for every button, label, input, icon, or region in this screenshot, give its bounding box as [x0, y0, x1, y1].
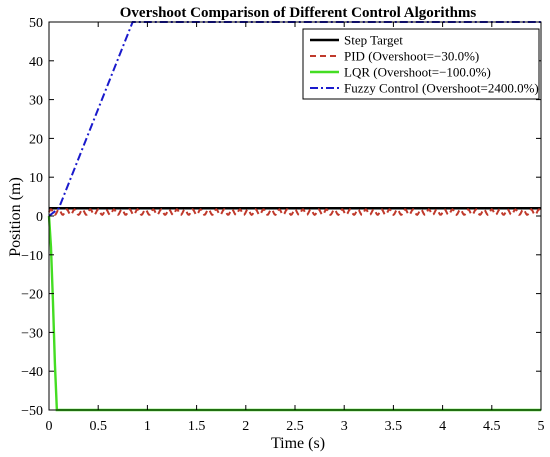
x-tick-label: 3.5 — [385, 419, 403, 434]
x-tick-label: 3 — [341, 419, 348, 434]
legend-label-1: PID (Overshoot=−30.0%) — [344, 49, 479, 64]
y-tick-label: −10 — [21, 249, 43, 264]
y-tick-label: 30 — [29, 94, 43, 109]
y-tick-label: 0 — [36, 210, 43, 225]
plot-area: 0 0.5 1 1.5 2 2.5 3 3.5 4 4.5 5 −50 −40 −30 −20 −10 0 10 2… — [21, 16, 544, 434]
x-tick-label: 0.5 — [89, 419, 107, 434]
y-tick-label: 10 — [29, 171, 43, 186]
y-tick-label: −40 — [21, 365, 43, 380]
series-line-1 — [48, 208, 542, 217]
legend-label-2: LQR (Overshoot=−100.0%) — [344, 65, 491, 80]
x-tick-label: 4.5 — [483, 419, 501, 434]
y-tick-label: 50 — [29, 16, 43, 31]
y-tick-label: −30 — [21, 326, 43, 341]
x-tick-label: 2 — [242, 419, 249, 434]
x-tick-label: 4 — [439, 419, 446, 434]
x-tick-label: 1 — [144, 419, 151, 434]
y-tick-label: −20 — [21, 288, 43, 303]
y-tick-label: 20 — [29, 132, 43, 147]
y-axis-label: Position (m) — [7, 177, 24, 257]
x-axis-label: Time (s) — [271, 435, 325, 452]
x-tick-label: 2.5 — [286, 419, 304, 434]
chart-title: Overshoot Comparison of Different Contro… — [120, 5, 477, 21]
x-tick-label: 1.5 — [188, 419, 206, 434]
legend-box — [302, 28, 540, 100]
y-tick-label: −50 — [21, 404, 43, 419]
y-tick-label: 40 — [29, 55, 43, 70]
x-tick-label: 0 — [46, 419, 53, 434]
legend-label-3: Fuzzy Control (Overshoot=2400.0%) — [344, 81, 539, 96]
legend-label-0: Step Target — [344, 33, 403, 48]
x-tick-label: 5 — [538, 419, 545, 434]
